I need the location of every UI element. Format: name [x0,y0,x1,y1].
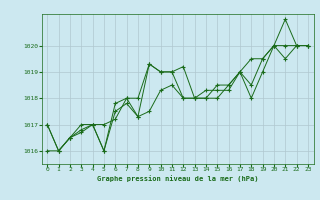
X-axis label: Graphe pression niveau de la mer (hPa): Graphe pression niveau de la mer (hPa) [97,175,258,182]
